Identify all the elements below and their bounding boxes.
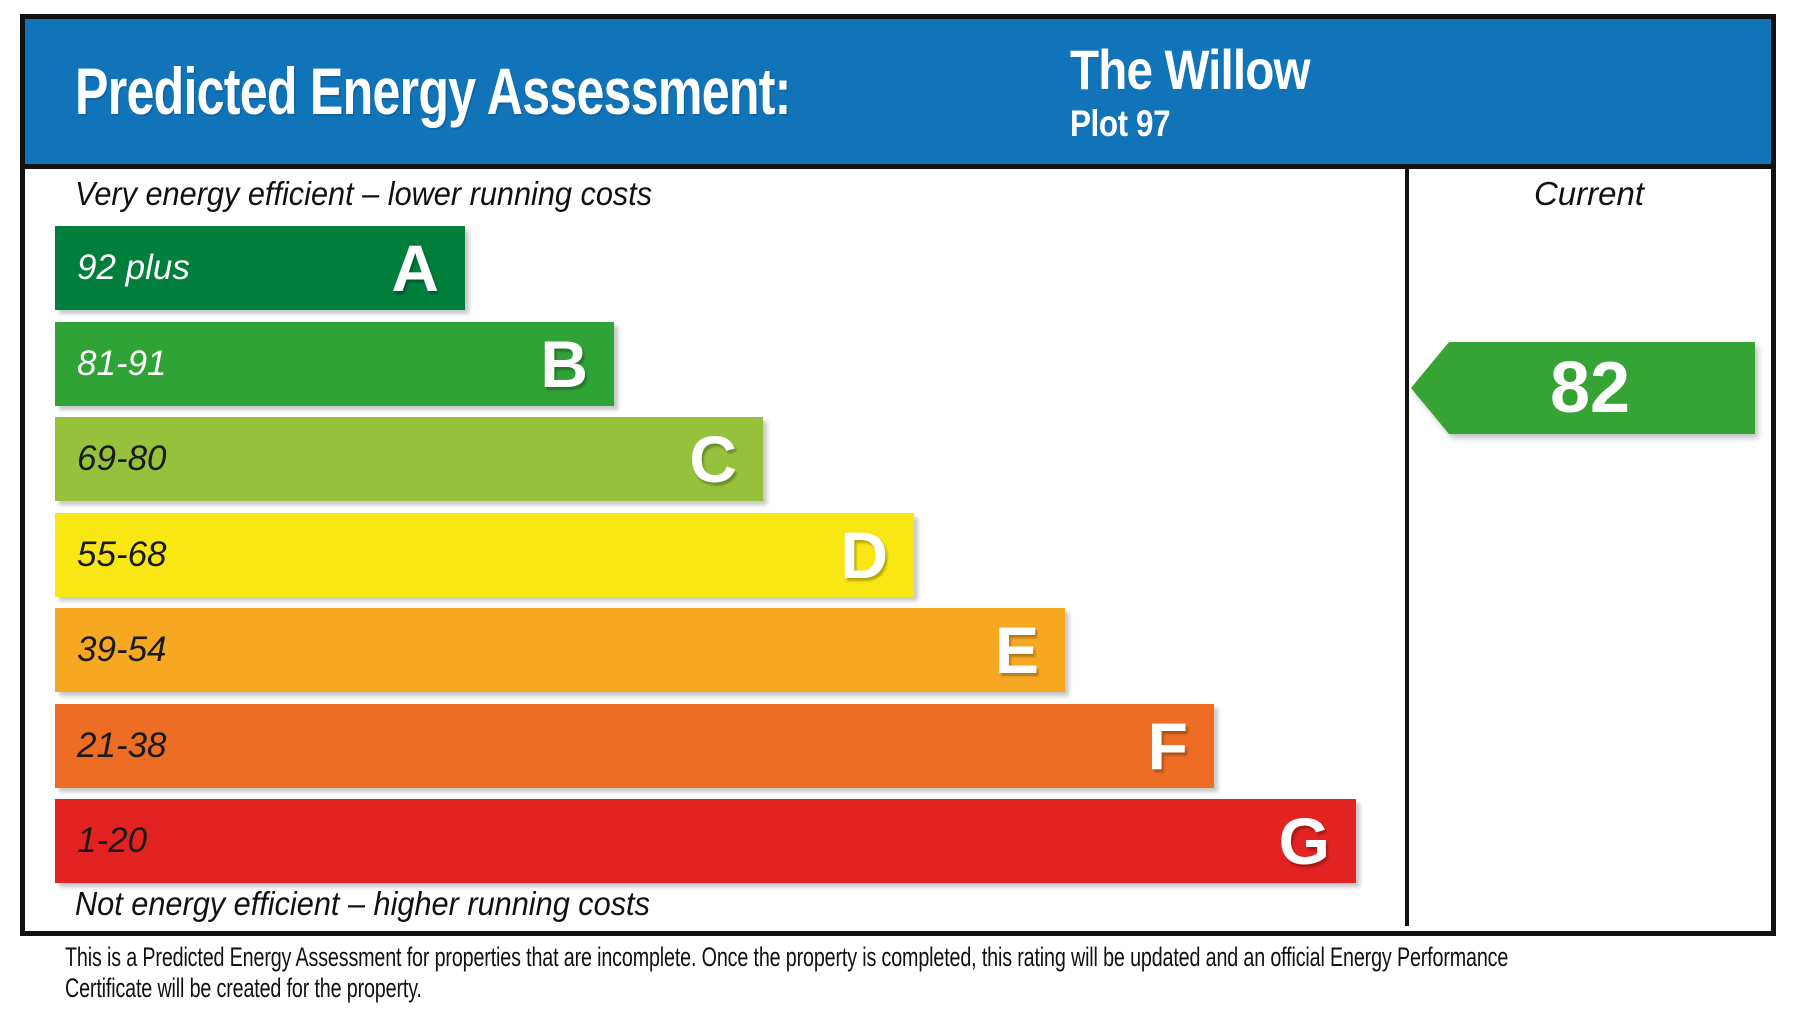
epc-band-e: 39-54 E — [55, 608, 1065, 692]
band-range-label: 69-80 — [77, 439, 167, 478]
band-letter: B — [540, 326, 588, 401]
band-range-label: 39-54 — [77, 630, 167, 669]
footer-note: This is a Predicted Energy Assessment fo… — [65, 942, 1800, 1004]
current-column-header: Current — [1533, 175, 1645, 212]
current-rating-arrow: 82 — [1411, 342, 1755, 434]
caption-top: Very energy efficient – lower running co… — [75, 175, 653, 212]
epc-band-b: 81-91 B — [55, 321, 614, 406]
chart-border-box: Predicted Energy Assessment: The Willow … — [20, 14, 1776, 936]
plot-number: Plot 97 — [1070, 103, 1171, 144]
property-name: The Willow — [1070, 38, 1310, 101]
page-title: Predicted Energy Assessment: — [75, 54, 791, 128]
column-divider — [1405, 169, 1409, 926]
band-letter: A — [391, 231, 439, 305]
epc-band-g: 1-20 G — [55, 799, 1356, 883]
chart-body: Very energy efficient – lower running co… — [25, 169, 1771, 926]
epc-band-f: 21-38 F — [55, 703, 1214, 788]
band-range-label: 81-91 — [77, 343, 167, 383]
band-letter: C — [689, 422, 737, 496]
band-letter: G — [1278, 804, 1330, 878]
current-rating-arrow-wrap: 82 — [1411, 342, 1755, 434]
band-range-label: 92 plus — [77, 248, 190, 287]
current-rating-value: 82 — [1549, 348, 1631, 428]
caption-bottom: Not energy efficient – higher running co… — [75, 885, 650, 922]
band-letter: D — [840, 517, 888, 592]
footer-line-1: This is a Predicted Energy Assessment fo… — [65, 942, 1509, 972]
band-letter: F — [1147, 708, 1188, 783]
band-range-label: 21-38 — [77, 725, 167, 765]
epc-band-c: 69-80 C — [55, 417, 763, 501]
band-letter: E — [994, 613, 1039, 687]
band-range-label: 1-20 — [77, 821, 148, 860]
epc-header: Predicted Energy Assessment: The Willow … — [25, 19, 1771, 169]
band-range-label: 55-68 — [77, 534, 167, 574]
rating-bands: 92 plus A 81-91 B 69-80 C 55-68 D 39-54 — [55, 226, 1356, 883]
epc-band-d: 55-68 D — [55, 512, 914, 597]
epc-band-a: 92 plus A — [55, 226, 465, 310]
footer-line-2: Certificate will be created for the prop… — [65, 973, 422, 1003]
